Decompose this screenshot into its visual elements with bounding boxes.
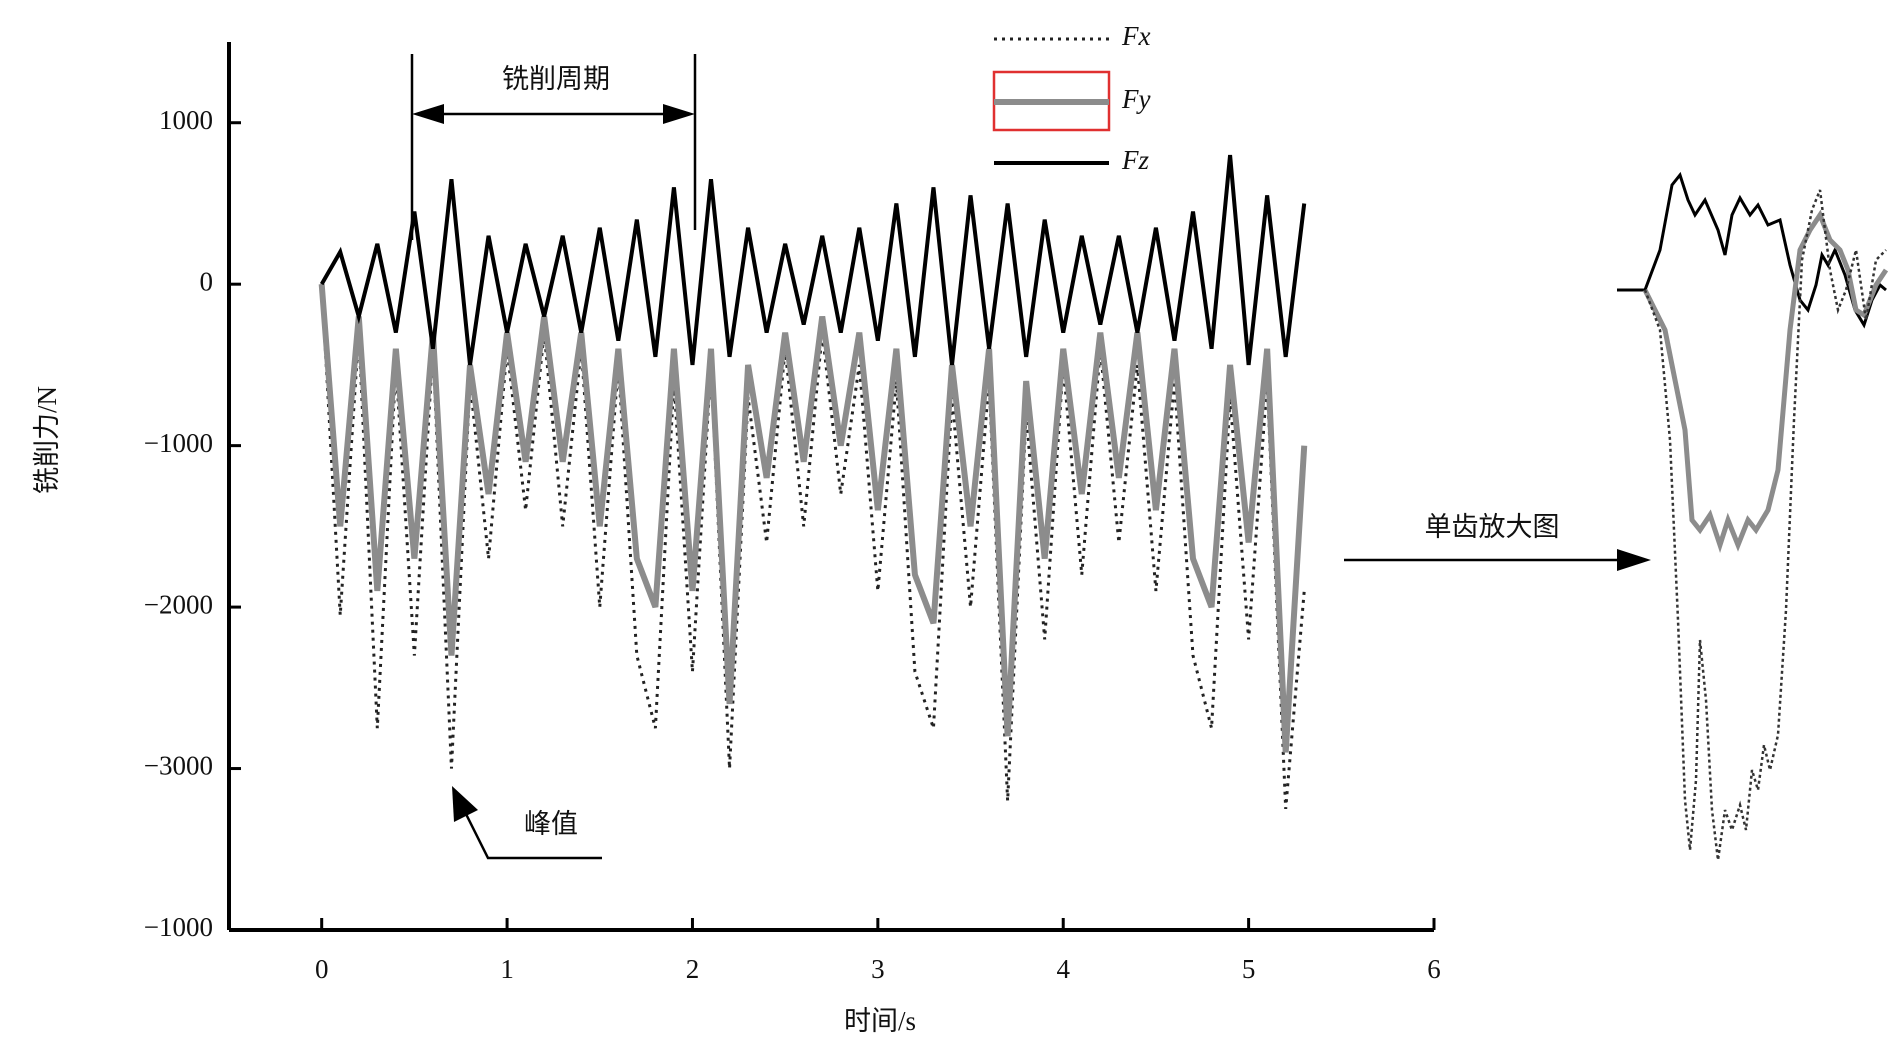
series-line	[318, 283, 1308, 753]
x-tick-label: 2	[686, 954, 700, 984]
y-tick-label: −1000	[144, 428, 213, 458]
arrow-line	[460, 805, 602, 860]
series-line	[319, 154, 1307, 366]
peak-arrow	[452, 786, 602, 860]
y-tick-label: −2000	[144, 589, 213, 619]
x-tick-label: 4	[1056, 954, 1070, 984]
inset-fy	[1642, 209, 1889, 554]
y-tick-label: −3000	[144, 751, 213, 781]
arrow-head	[412, 104, 444, 124]
axes	[227, 42, 1434, 932]
y-tick-label: 1000	[159, 105, 213, 135]
y-tick-label: −1000	[144, 912, 213, 942]
legend-label: Fx	[1121, 21, 1150, 51]
x-tick-label: 6	[1427, 954, 1441, 984]
arrow-head	[452, 786, 478, 822]
legend-label: Fy	[1121, 84, 1150, 114]
arrow-head	[1617, 549, 1651, 571]
x-tick-label: 5	[1242, 954, 1256, 984]
legend-label: Fz	[1121, 145, 1149, 175]
inset-fx	[1643, 189, 1887, 861]
annotation: 铣削周期	[502, 64, 610, 94]
y-tick-label: 0	[200, 266, 214, 296]
x-axis-label: 时间/s	[844, 1006, 916, 1036]
period-annotation	[410, 54, 697, 240]
x-tick-label: 0	[315, 954, 329, 984]
zoom-arrow	[1344, 549, 1651, 571]
annotation: 峰值	[524, 809, 578, 839]
inset-fz	[1617, 171, 1887, 329]
series-line	[320, 284, 1306, 810]
x-tick-label: 1	[500, 954, 514, 984]
annotation: 单齿放大图	[1425, 512, 1560, 542]
inset	[1617, 171, 1889, 861]
arrow-head	[663, 104, 695, 124]
x-tick-label: 3	[871, 954, 885, 984]
y-axis-label: 铣削力/N	[32, 386, 62, 494]
